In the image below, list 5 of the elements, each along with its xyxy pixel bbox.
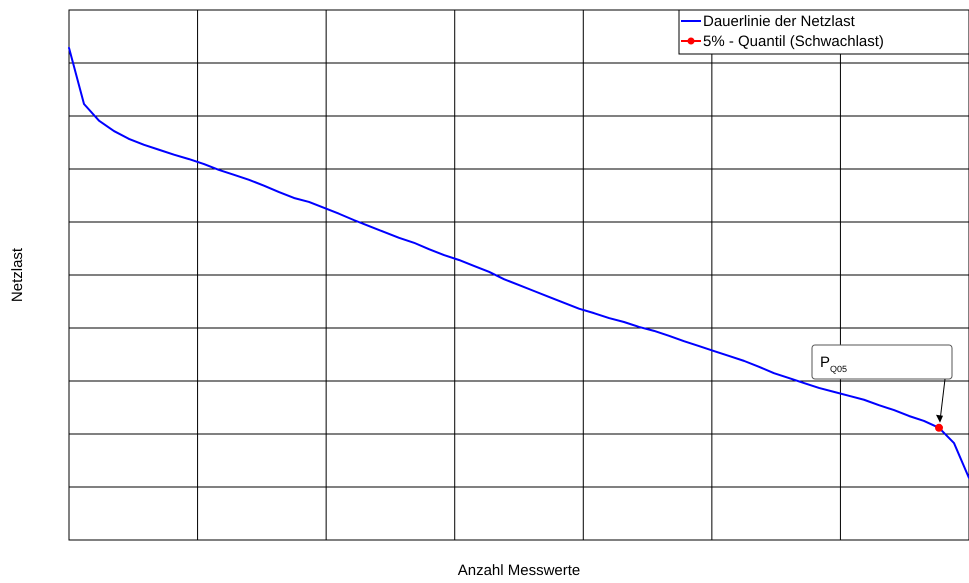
y-axis-title: Netzlast	[9, 247, 26, 302]
legend-label: 5% - Quantil (Schwachlast)	[703, 33, 884, 50]
annotation: P$_{Q05}$	[820, 354, 848, 374]
x-axis-title: Anzahl Messwerte	[458, 562, 580, 579]
legend-label: Dauerlinie der Netzlast	[703, 13, 856, 30]
